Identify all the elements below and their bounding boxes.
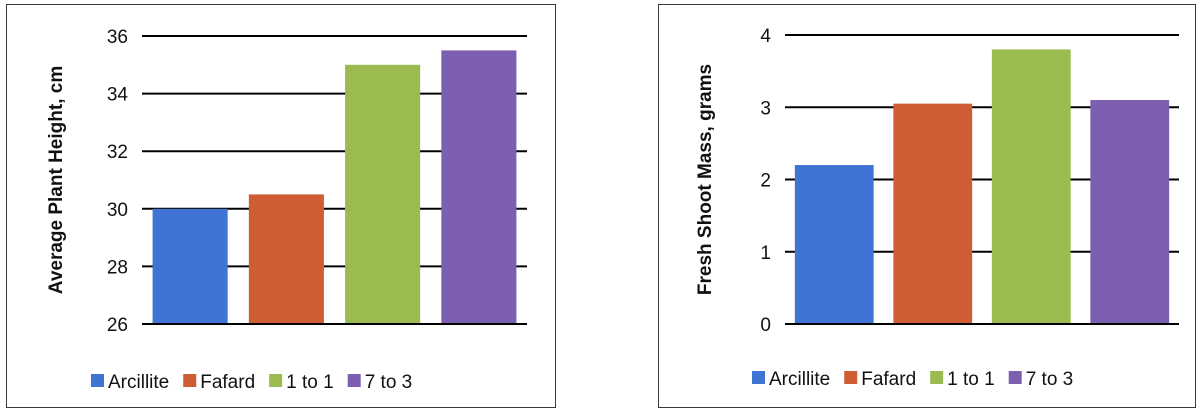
y-tick-label: 34 bbox=[107, 85, 129, 106]
bar-fafard bbox=[248, 194, 324, 324]
y-tick-label: 4 bbox=[760, 26, 771, 47]
bar-7-to-3 bbox=[441, 50, 517, 325]
legend-label-arcillite: Arcillite bbox=[769, 369, 830, 390]
chart-panel-shoot-mass: 0 1 2 3 4 Fresh Shoot Mass, grams Arcillite Faf… bbox=[658, 4, 1196, 408]
legend-swatch-fafard bbox=[183, 374, 197, 387]
shoot-mass-chart: 0 1 2 3 4 Fresh Shoot Mass, grams Arcillite Faf… bbox=[695, 26, 1179, 390]
y-tick-label: 1 bbox=[760, 243, 771, 264]
y-axis-title: Average Plant Height, cm bbox=[46, 66, 67, 294]
legend-label-7-to-3: 7 to 3 bbox=[365, 372, 413, 393]
y-tick-label: 36 bbox=[107, 27, 128, 48]
bar-7-to-3 bbox=[1090, 100, 1170, 325]
y-axis-title: Fresh Shoot Mass, grams bbox=[695, 64, 716, 295]
y-tick-label: 28 bbox=[107, 257, 128, 278]
bar-arcillite bbox=[152, 208, 228, 324]
legend-swatch-7-to-3 bbox=[347, 374, 361, 387]
y-tick-label: 3 bbox=[760, 98, 771, 119]
bar-fafard bbox=[893, 103, 973, 324]
bar-arcillite bbox=[794, 165, 874, 324]
legend-label-fafard: Fafard bbox=[200, 372, 255, 393]
legend-label-7-to-3: 7 to 3 bbox=[1026, 369, 1074, 390]
legend-swatch-1-to-1 bbox=[269, 374, 283, 387]
y-tick-label: 0 bbox=[760, 315, 771, 336]
legend-label-fafard: Fafard bbox=[861, 369, 916, 390]
bar-1-to-1 bbox=[991, 49, 1071, 324]
legend-swatch-arcillite bbox=[91, 374, 104, 387]
y-tick-label: 30 bbox=[107, 200, 128, 221]
y-tick-label: 32 bbox=[107, 142, 128, 163]
legend-label-1-to-1: 1 to 1 bbox=[947, 369, 995, 390]
bar-1-to-1 bbox=[345, 64, 421, 325]
chart-panel-plant-height: 26 28 30 32 34 36 Average Plant Height, cm Arci… bbox=[6, 4, 556, 408]
legend-swatch-fafard bbox=[844, 371, 858, 384]
legend-label-arcillite: Arcillite bbox=[108, 372, 169, 393]
legend-label-1-to-1: 1 to 1 bbox=[286, 372, 334, 393]
plant-height-chart: 26 28 30 32 34 36 Average Plant Height, cm Arci… bbox=[46, 27, 527, 393]
legend-swatch-arcillite bbox=[752, 371, 765, 384]
legend-swatch-1-to-1 bbox=[930, 371, 944, 384]
y-tick-label: 26 bbox=[107, 315, 128, 336]
legend-swatch-7-to-3 bbox=[1008, 371, 1022, 384]
y-tick-label: 2 bbox=[760, 171, 771, 192]
